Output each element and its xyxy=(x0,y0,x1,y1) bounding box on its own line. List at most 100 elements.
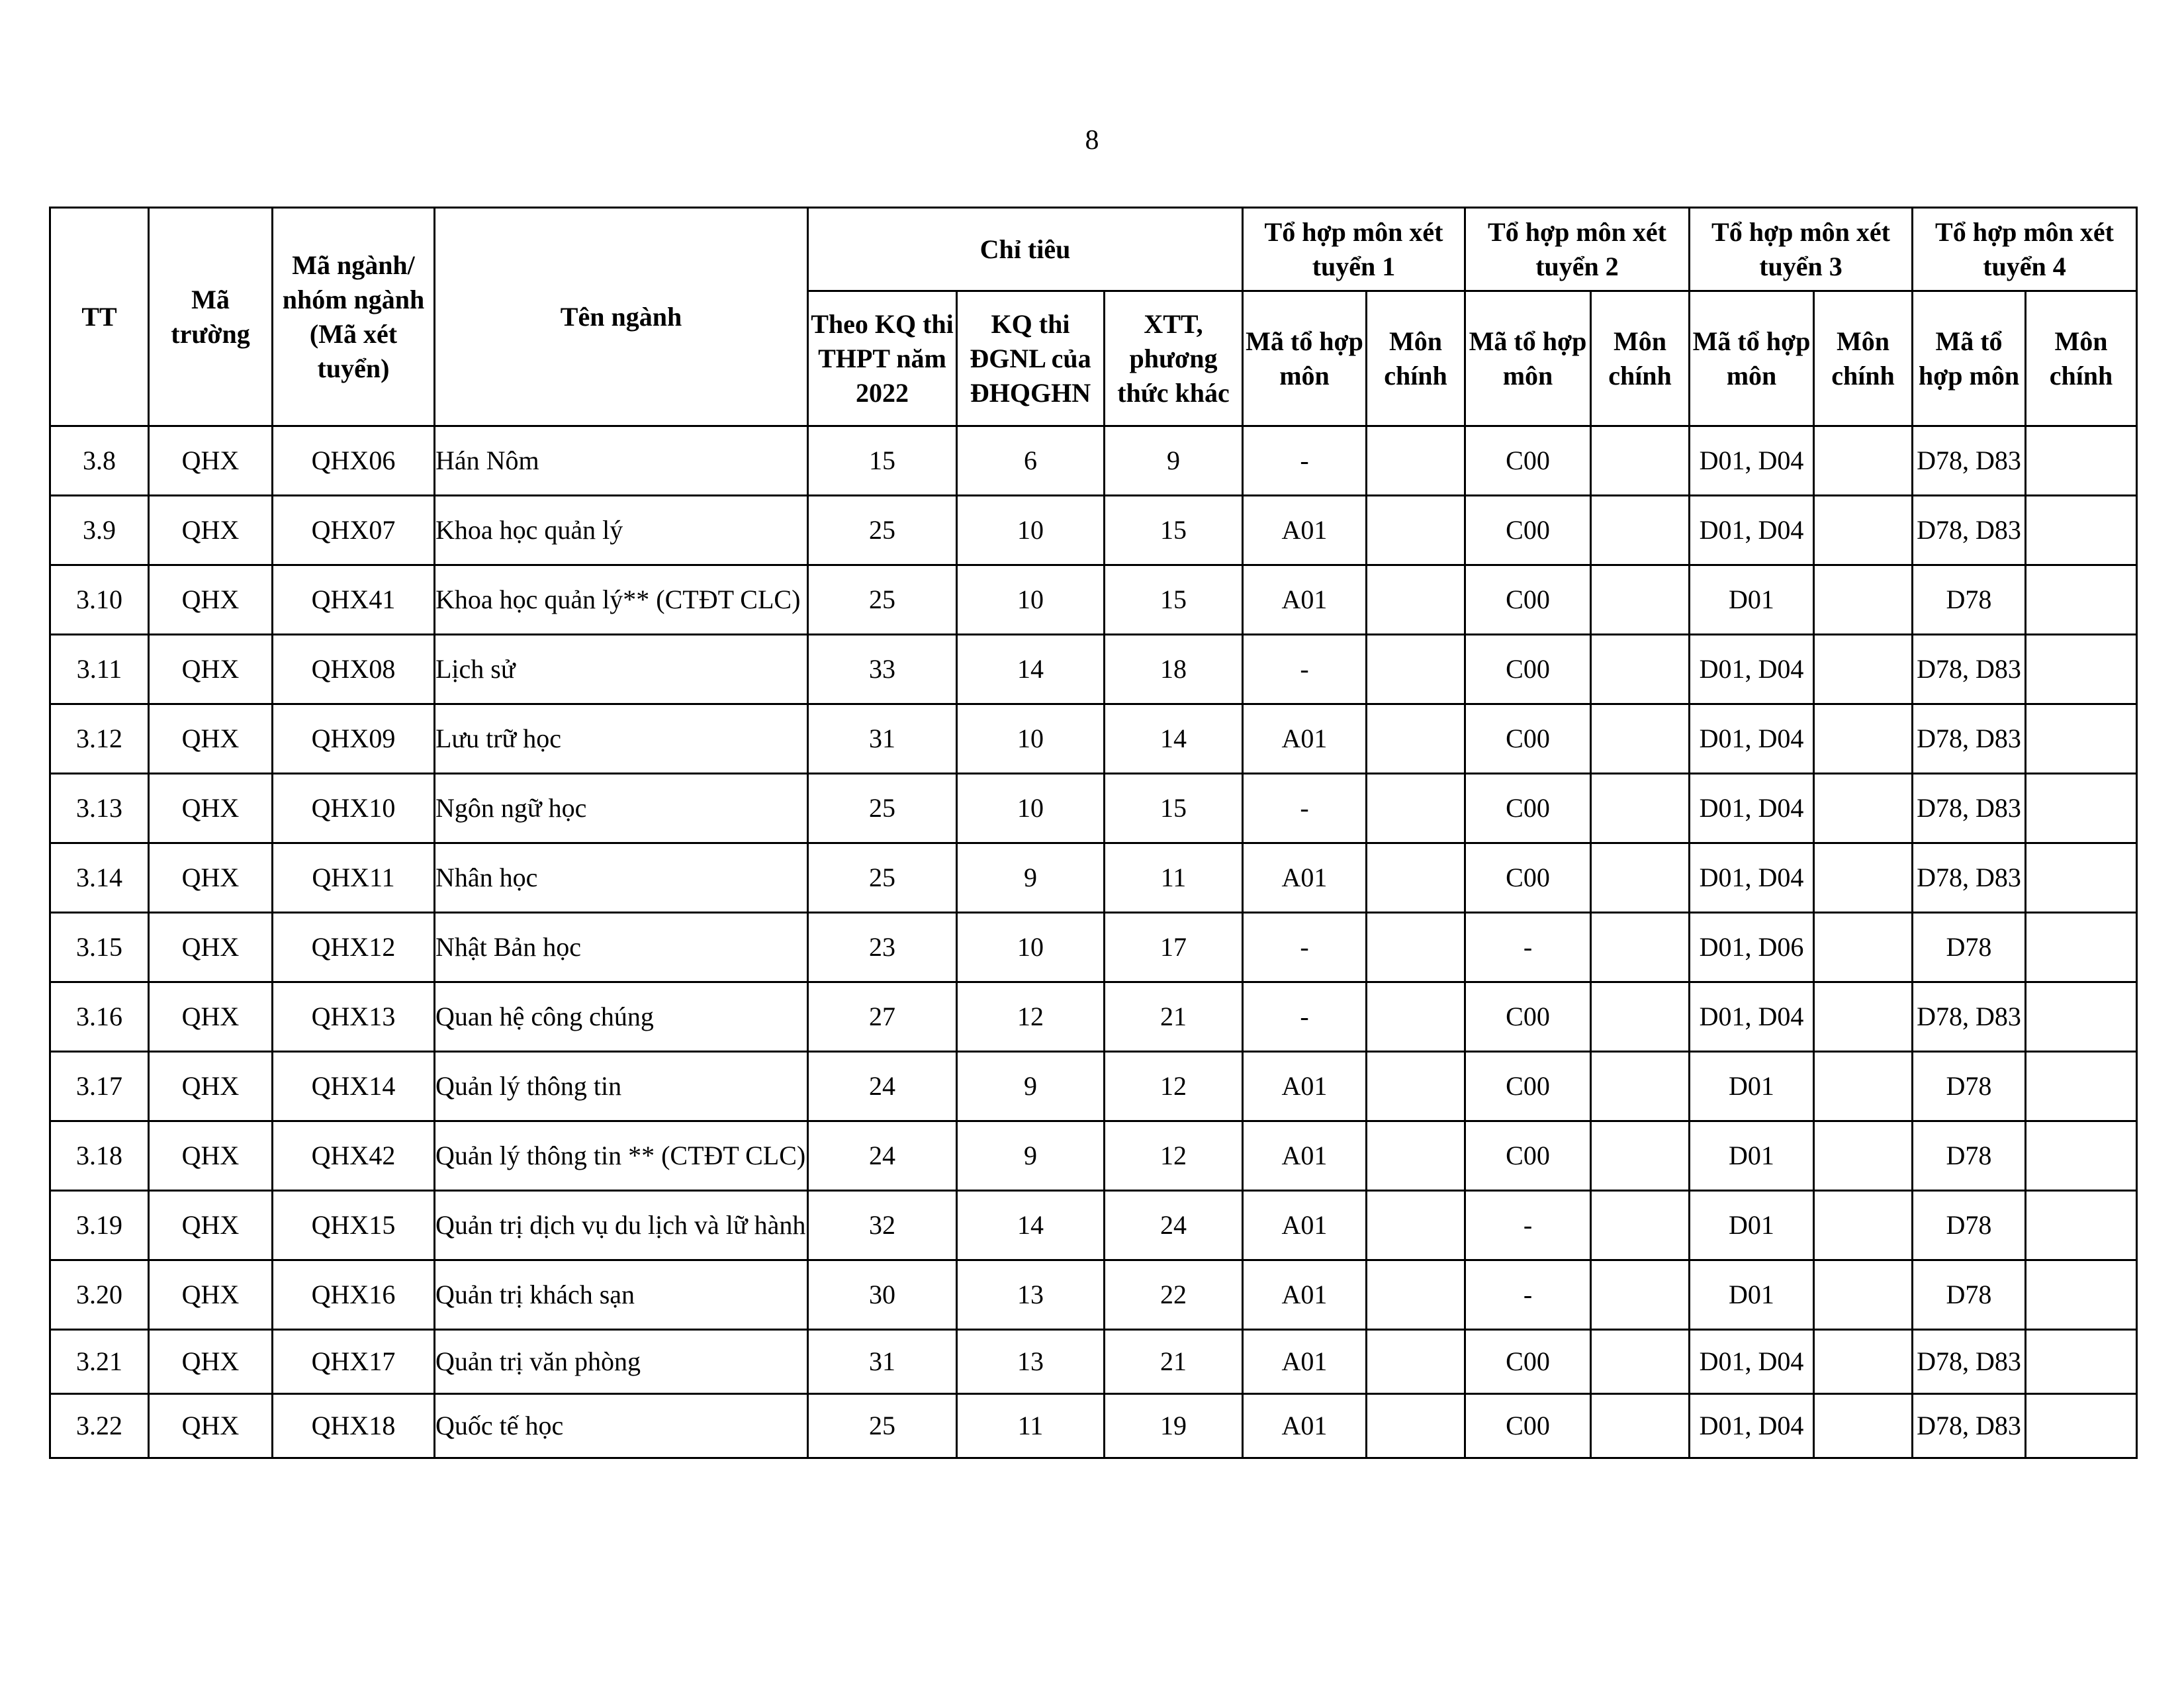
cell-truong: QHX xyxy=(148,564,273,635)
cell-truong: QHX xyxy=(148,425,273,496)
cell-th4: D78 xyxy=(1911,1259,2026,1331)
cell-thpt: 31 xyxy=(807,703,958,774)
cell-ma: QHX18 xyxy=(271,1393,435,1459)
cell-ma: QHX06 xyxy=(271,425,435,496)
header-mon-chinh: Môn chính xyxy=(1365,290,1466,427)
cell-mon-chinh xyxy=(1590,1051,1690,1122)
cell-mon-chinh xyxy=(1590,1259,1690,1331)
cell-th1: A01 xyxy=(1242,1190,1367,1261)
cell-ten: Quản trị dịch vụ du lịch và lữ hành xyxy=(433,1190,809,1261)
cell-th2: C00 xyxy=(1464,564,1592,635)
cell-mon-chinh xyxy=(1590,981,1690,1053)
cell-tt: 3.8 xyxy=(49,425,150,496)
cell-khac: 18 xyxy=(1103,633,1244,705)
cell-th3: D01, D06 xyxy=(1688,912,1815,983)
cell-khac: 15 xyxy=(1103,564,1244,635)
table-row: 3.22 QHX QHX18 Quốc tế học 25 11 19 A01 C00 D01, … xyxy=(49,1393,2138,1459)
cell-mon-chinh xyxy=(1813,1393,1913,1459)
cell-ten: Quản lý thông tin ** (CTĐT CLC) xyxy=(433,1120,809,1192)
cell-thpt: 30 xyxy=(807,1259,958,1331)
cell-mon-chinh xyxy=(1590,633,1690,705)
cell-ma: QHX12 xyxy=(271,912,435,983)
cell-th3: D01, D04 xyxy=(1688,981,1815,1053)
cell-mon-chinh xyxy=(1813,1051,1913,1122)
cell-mon-chinh xyxy=(1365,1051,1466,1122)
cell-truong: QHX xyxy=(148,912,273,983)
cell-th2: C00 xyxy=(1464,773,1592,844)
cell-th2: C00 xyxy=(1464,842,1592,914)
cell-mon-chinh xyxy=(1813,564,1913,635)
cell-th3: D01 xyxy=(1688,1259,1815,1331)
cell-mon-chinh xyxy=(2025,564,2138,635)
cell-mon-chinh xyxy=(1365,842,1466,914)
cell-thpt: 25 xyxy=(807,773,958,844)
cell-ma: QHX15 xyxy=(271,1190,435,1261)
cell-mon-chinh xyxy=(1813,912,1913,983)
cell-mon-chinh xyxy=(1813,981,1913,1053)
cell-th1: A01 xyxy=(1242,1329,1367,1395)
cell-ten: Lịch sử xyxy=(433,633,809,705)
cell-mon-chinh xyxy=(1813,1329,1913,1395)
cell-mon-chinh xyxy=(2025,981,2138,1053)
table-row: 3.16 QHX QHX13 Quan hệ công chúng 27 12 21- C00… xyxy=(49,981,2138,1053)
cell-th3: D01, D04 xyxy=(1688,1393,1815,1459)
cell-thpt: 25 xyxy=(807,494,958,566)
cell-tt: 3.15 xyxy=(49,912,150,983)
header-to-hop-1: Tổ hợp môn xét tuyển 1 xyxy=(1242,207,1466,292)
cell-mon-chinh xyxy=(1365,703,1466,774)
cell-th1: - xyxy=(1242,912,1367,983)
cell-tt: 3.17 xyxy=(49,1051,150,1122)
cell-khac: 14 xyxy=(1103,703,1244,774)
cell-truong: QHX xyxy=(148,1393,273,1459)
cell-th1: A01 xyxy=(1242,1051,1367,1122)
cell-mon-chinh xyxy=(1365,564,1466,635)
cell-th4: D78 xyxy=(1911,1190,2026,1261)
table-row: 3.11 QHX QHX08 Lịch sử 33 14 18- C00 D01, D04 D78… xyxy=(49,633,2138,705)
cell-truong: QHX xyxy=(148,981,273,1053)
cell-thpt: 25 xyxy=(807,564,958,635)
cell-khac: 19 xyxy=(1103,1393,1244,1459)
table-row: 3.17 QHX QHX14 Quản lý thông tin 24 9 12 A01 C00… xyxy=(49,1051,2138,1122)
cell-truong: QHX xyxy=(148,842,273,914)
cell-th4: D78 xyxy=(1911,1120,2026,1192)
cell-ma: QHX13 xyxy=(271,981,435,1053)
cell-tt: 3.20 xyxy=(49,1259,150,1331)
cell-thpt: 23 xyxy=(807,912,958,983)
header-mon-chinh: Môn chính xyxy=(1813,290,1913,427)
cell-th2: C00 xyxy=(1464,1393,1592,1459)
cell-mon-chinh xyxy=(2025,842,2138,914)
cell-mon-chinh xyxy=(1813,633,1913,705)
cell-tt: 3.18 xyxy=(49,1120,150,1192)
cell-ma: QHX16 xyxy=(271,1259,435,1331)
cell-ten: Hán Nôm xyxy=(433,425,809,496)
cell-mon-chinh xyxy=(2025,703,2138,774)
cell-mon-chinh xyxy=(2025,494,2138,566)
header-thpt: Theo KQ thi THPT năm 2022 xyxy=(807,290,958,427)
cell-mon-chinh xyxy=(2025,1329,2138,1395)
cell-tt: 3.16 xyxy=(49,981,150,1053)
cell-th2: C00 xyxy=(1464,425,1592,496)
cell-thpt: 25 xyxy=(807,1393,958,1459)
cell-th4: D78, D83 xyxy=(1911,773,2026,844)
cell-mon-chinh xyxy=(1590,564,1690,635)
cell-khac: 24 xyxy=(1103,1190,1244,1261)
cell-mon-chinh xyxy=(1590,1329,1690,1395)
cell-th4: D78, D83 xyxy=(1911,633,2026,705)
cell-khac: 21 xyxy=(1103,1329,1244,1395)
cell-mon-chinh xyxy=(1365,1259,1466,1331)
cell-ma: QHX17 xyxy=(271,1329,435,1395)
cell-tt: 3.21 xyxy=(49,1329,150,1395)
cell-dgnl: 14 xyxy=(956,1190,1105,1261)
cell-th2: C00 xyxy=(1464,633,1592,705)
cell-mon-chinh xyxy=(1590,425,1690,496)
cell-ten: Khoa học quản lý xyxy=(433,494,809,566)
cell-th1: A01 xyxy=(1242,703,1367,774)
cell-khac: 12 xyxy=(1103,1051,1244,1122)
cell-thpt: 24 xyxy=(807,1051,958,1122)
cell-truong: QHX xyxy=(148,1259,273,1331)
cell-ten: Quản trị văn phòng xyxy=(433,1329,809,1395)
cell-ten: Lưu trữ học xyxy=(433,703,809,774)
cell-khac: 15 xyxy=(1103,773,1244,844)
cell-mon-chinh xyxy=(1365,1393,1466,1459)
cell-dgnl: 9 xyxy=(956,1051,1105,1122)
